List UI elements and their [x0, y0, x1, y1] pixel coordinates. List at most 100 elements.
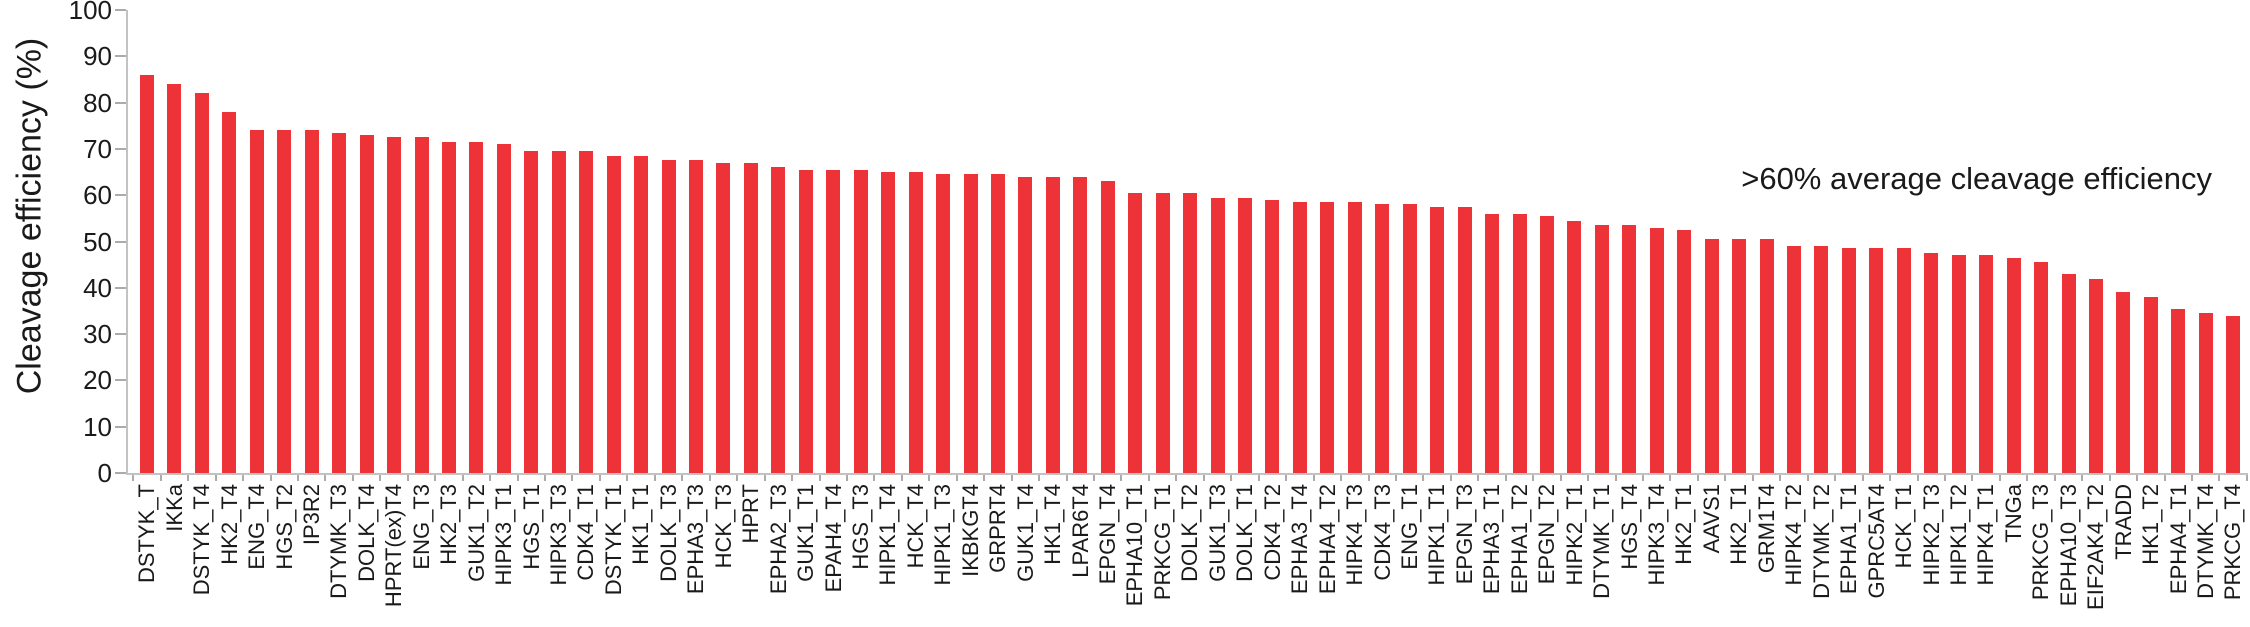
bar: [853, 169, 868, 473]
y-tick-mark: [115, 472, 126, 474]
x-category-label: EPHA3_T4: [1287, 484, 1313, 595]
x-category-label: IKKa: [161, 484, 187, 532]
bar: [1347, 202, 1362, 473]
x-category-label: HGS_T1: [518, 484, 544, 570]
x-category-label: GRM1T4: [1753, 484, 1779, 574]
bar: [1457, 206, 1472, 473]
bar: [689, 160, 703, 473]
bar: [881, 172, 896, 473]
x-category-label: EPHA1_T1: [1836, 484, 1862, 595]
x-tick-mark: [1861, 475, 1864, 481]
x-tick-mark: [1998, 475, 2001, 481]
bar: [1485, 213, 1500, 473]
x-category-label: HIPK4_T3: [1342, 484, 1368, 586]
x-tick-mark: [1642, 475, 1645, 481]
bar: [304, 130, 319, 473]
y-tick-mark: [115, 9, 126, 11]
x-tick-mark: [1175, 475, 1178, 481]
x-category-label: CDK4_T2: [1259, 484, 1285, 581]
x-tick-mark: [516, 475, 519, 481]
x-category-label: HIPK3_T4: [1644, 484, 1670, 586]
bar: [826, 169, 841, 473]
x-tick-mark: [1559, 475, 1562, 481]
x-tick-mark: [2136, 475, 2139, 481]
x-category-label: CDK4_T3: [1369, 484, 1395, 581]
x-tick-mark: [2218, 475, 2221, 481]
bar: [1622, 225, 1637, 473]
x-category-label: HCK_T1: [1891, 484, 1917, 569]
x-category-label: GUK1_T2: [463, 484, 489, 582]
x-category-label: GRPRT4: [985, 484, 1011, 573]
x-tick-mark: [598, 475, 601, 481]
x-tick-mark: [653, 475, 656, 481]
x-tick-mark: [1477, 475, 1480, 481]
x-category-label: IKBKGT4: [957, 484, 983, 577]
x-category-label: ENG_T1: [1396, 484, 1422, 570]
bar: [496, 144, 511, 473]
x-category-label: HIPK2_T1: [1561, 484, 1587, 586]
x-tick-mark: [1669, 475, 1672, 481]
x-category-label: HIPK3_T3: [546, 484, 572, 586]
bar: [606, 155, 621, 473]
bar: [277, 130, 292, 473]
x-tick-mark: [2108, 475, 2111, 481]
x-category-label: ENG_T3: [408, 484, 434, 570]
x-category-label: ENG_T4: [244, 484, 270, 570]
y-tick-label: 70: [83, 133, 112, 164]
x-category-label: HIPK4_T2: [1781, 484, 1807, 586]
y-tick-mark: [115, 194, 126, 197]
bar: [908, 172, 923, 473]
bar: [1704, 239, 1719, 473]
x-tick-mark: [1147, 475, 1150, 481]
x-tick-mark: [1614, 475, 1617, 481]
x-category-label: HPRT(ex)T4: [381, 484, 407, 608]
x-tick-mark: [2081, 475, 2084, 481]
x-category-label: PRKCG_T1: [1149, 484, 1175, 601]
x-category-label: TNGa: [2000, 484, 2026, 543]
x-category-label: EPHA1_T2: [1506, 484, 1532, 595]
bar: [661, 160, 676, 473]
x-axis-line: [126, 473, 2248, 475]
bar: [167, 84, 182, 473]
y-tick-mark: [115, 101, 126, 104]
x-tick-mark: [187, 475, 190, 481]
y-tick-mark: [115, 425, 126, 428]
x-tick-mark: [818, 475, 821, 481]
bar: [1183, 192, 1198, 473]
x-tick-mark: [1834, 475, 1837, 481]
y-tick-label: 40: [83, 272, 112, 303]
x-tick-mark: [1943, 475, 1946, 481]
x-category-label: HIPK1_T4: [875, 484, 901, 586]
x-tick-mark: [928, 475, 931, 481]
x-category-label: HK2_T1: [1726, 484, 1752, 565]
x-tick-mark: [1779, 475, 1782, 481]
y-tick-mark: [115, 379, 126, 382]
bar: [1430, 206, 1445, 473]
x-tick-mark: [571, 475, 574, 481]
x-category-label: EPAH4_T4: [820, 484, 846, 593]
x-category-label: EPHA2_T3: [765, 484, 791, 595]
x-category-label: DTYMK_T3: [326, 484, 352, 599]
x-category-label: EPGN_T2: [1534, 484, 1560, 585]
x-tick-mark: [1120, 475, 1123, 481]
x-tick-mark: [1394, 475, 1397, 481]
bar: [1869, 248, 1884, 473]
x-category-label: HK1_T1: [628, 484, 654, 565]
x-category-label: HGS_T3: [847, 484, 873, 570]
bar: [1924, 253, 1939, 473]
y-tick-mark: [115, 240, 126, 243]
x-tick-mark: [1696, 475, 1699, 481]
bar: [1238, 197, 1252, 473]
x-category-label: GPRC5AT4: [1863, 484, 1889, 599]
bar: [1512, 213, 1527, 473]
y-tick-label: 50: [83, 226, 112, 257]
x-tick-mark: [1285, 475, 1288, 481]
y-tick-label: 90: [83, 41, 112, 72]
bar: [249, 130, 264, 473]
x-category-label: GUK1_T4: [1012, 484, 1038, 582]
bar: [414, 137, 429, 473]
x-tick-mark: [242, 475, 245, 481]
x-tick-mark: [1065, 475, 1068, 481]
x-category-label: HGS_T2: [271, 484, 297, 570]
x-tick-mark: [2053, 475, 2056, 481]
